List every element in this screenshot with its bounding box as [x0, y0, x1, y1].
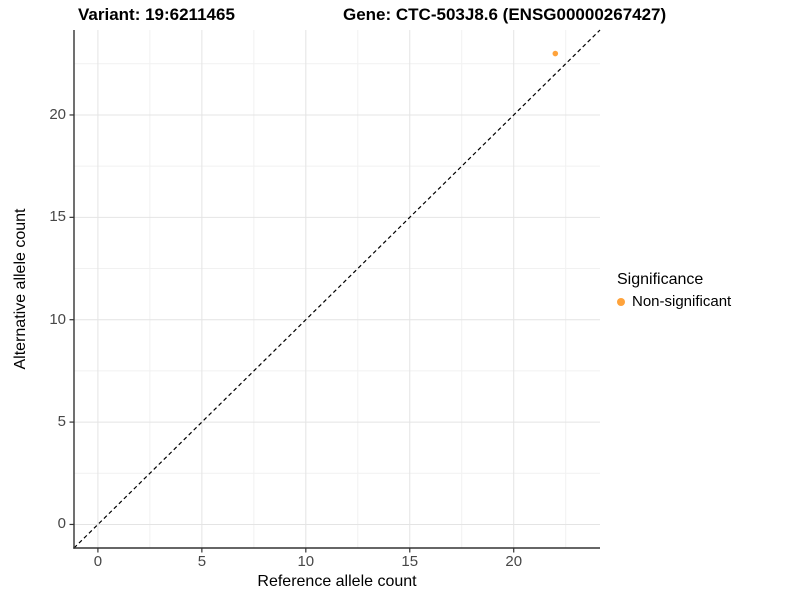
y-tick-label: 0 — [57, 515, 66, 533]
x-tick-label: 20 — [505, 553, 523, 570]
plot-title-variant: Variant: 19:6211465 — [78, 5, 235, 24]
x-tick-label: 5 — [197, 553, 207, 570]
legend-title: Significance — [617, 271, 704, 288]
x-tick-label: 15 — [401, 553, 419, 570]
x-tick-label: 0 — [93, 553, 103, 570]
legend-dot-icon — [617, 297, 625, 306]
y-tick-label: 5 — [57, 412, 66, 430]
x-axis-title: Reference allele count — [257, 573, 417, 590]
x-tick-label: 10 — [297, 553, 315, 570]
legend: Significance Non-significant — [617, 270, 731, 310]
legend-item: Non-significant — [617, 293, 731, 310]
legend-item-label: Non-significant — [632, 293, 732, 311]
y-tick-label: 15 — [49, 208, 66, 226]
y-axis-title: Alternative allele count — [12, 208, 29, 370]
plot-title-gene: Gene: CTC-503J8.6 (ENSG00000267427) — [343, 5, 667, 24]
data-point — [552, 50, 559, 57]
y-tick-label: 10 — [49, 310, 66, 328]
y-tick-label: 20 — [49, 105, 66, 123]
